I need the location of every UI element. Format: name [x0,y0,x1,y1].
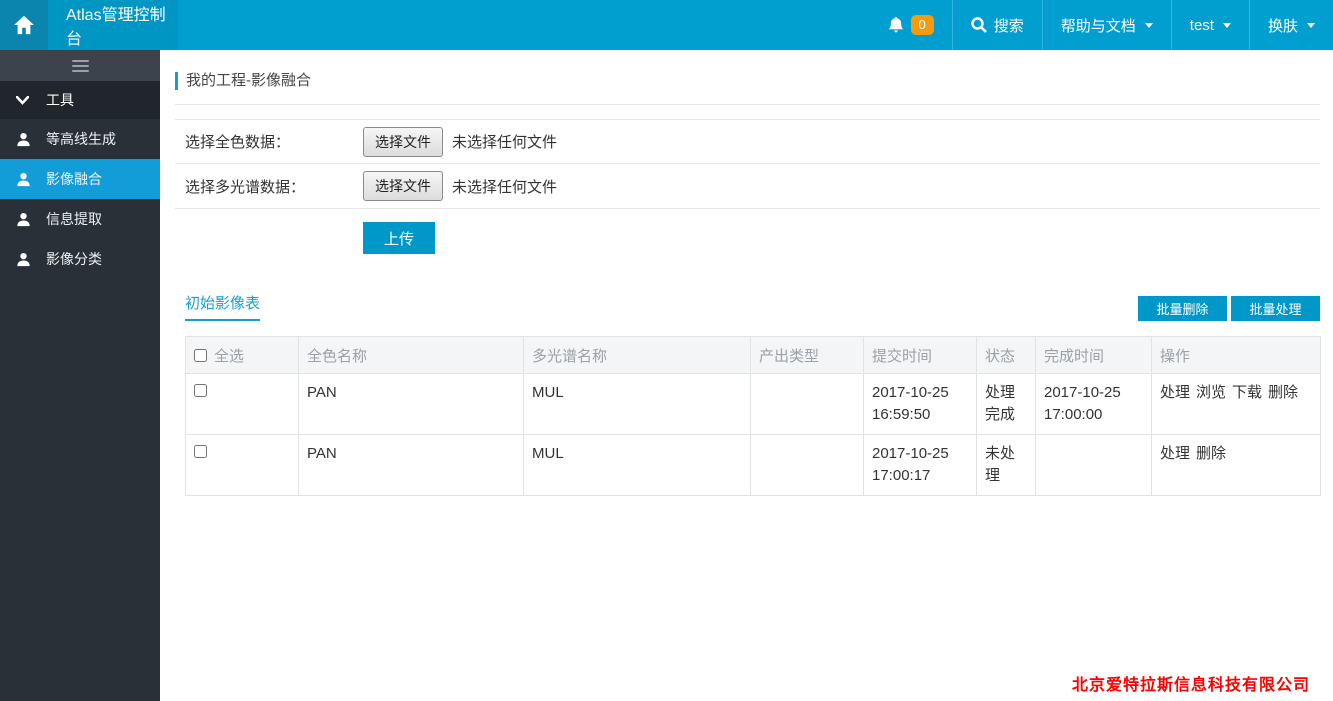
skin-menu-label: 换肤 [1267,17,1298,35]
form-row-pan: 选择全色数据： 选择文件 未选择任何文件 [175,119,1320,164]
batch-delete-button[interactable]: 批量删除 [1138,296,1227,321]
row-action-delete[interactable]: 删除 [1196,445,1227,462]
user-icon [16,252,46,267]
chevron-down-icon [1307,22,1315,28]
sidebar-item-label: 影像融合 [46,171,102,187]
sidebar: 工具 等高线生成 影像融合 信息提取 影像分类 [0,50,160,701]
hamburger-icon [71,59,89,72]
header-finish-time: 完成时间 [1035,336,1152,374]
cell-actions: 处理 浏览 下载 删除 [1151,373,1321,435]
home-icon [13,15,35,35]
header-status: 状态 [976,336,1036,374]
table-row: PAN MUL 2017-10-25 16:59:50 处理完成 2017-10… [185,373,1321,435]
select-all-label: 全选 [214,347,245,365]
table-toolbar: 初始影像表 批量删除 批量处理 [185,292,1320,321]
user-icon [16,172,46,187]
cell-finish-time [1035,434,1152,496]
search-button[interactable]: 搜索 [951,0,1042,50]
cell-actions: 处理 删除 [1151,434,1321,496]
select-all-checkbox[interactable] [194,348,207,362]
image-table: 全选 全色名称 多光谱名称 产出类型 提交时间 状态 完成时间 操作 PAN M… [185,336,1321,496]
cell-submit-time: 2017-10-25 17:00:17 [863,434,977,496]
user-menu[interactable]: test [1170,0,1249,50]
sidebar-toggle-button[interactable] [0,50,160,81]
row-action-delete[interactable]: 删除 [1268,384,1299,401]
mul-file-status: 未选择任何文件 [452,178,558,196]
header-pan-name: 全色名称 [298,336,524,374]
sidebar-section-tools[interactable]: 工具 [0,81,160,119]
row-action-process[interactable]: 处理 [1160,445,1191,462]
mul-file-choose-button[interactable]: 选择文件 [363,171,443,201]
chevron-down-icon [16,95,46,105]
cell-pan-name: PAN [298,434,524,496]
user-icon [16,212,46,227]
header-actions: 操作 [1151,336,1321,374]
header-output-type: 产出类型 [750,336,864,374]
row-checkbox[interactable] [194,445,207,458]
header-mul-name: 多光谱名称 [523,336,751,374]
pan-file-status: 未选择任何文件 [452,134,558,151]
row-action-process[interactable]: 处理 [1160,384,1191,401]
help-docs-label: 帮助与文档 [1060,17,1136,35]
search-label: 搜索 [993,17,1024,35]
form-row-mul: 选择多光谱数据： 选择文件 未选择任何文件 [175,164,1320,209]
chevron-down-icon [1144,22,1153,28]
upload-form: 选择全色数据： 选择文件 未选择任何文件 选择多光谱数据： 选择文件 未选择任何… [175,119,1320,254]
cell-mul-name: MUL [523,434,751,496]
help-docs-menu[interactable]: 帮助与文档 [1041,0,1171,50]
sidebar-menu: 等高线生成 影像融合 信息提取 影像分类 [0,119,160,279]
row-action-browse[interactable]: 浏览 [1196,384,1227,401]
sidebar-item-info-extraction[interactable]: 信息提取 [0,199,160,239]
divider [175,104,1320,105]
sidebar-section-label: 工具 [46,92,74,108]
cell-output-type [750,434,864,496]
bell-icon [888,16,904,34]
search-icon [971,17,987,33]
mul-file-label: 选择多光谱数据： [185,178,306,196]
cell-mul-name: MUL [523,373,751,435]
header-submit-time: 提交时间 [863,336,977,374]
cell-finish-time: 2017-10-25 17:00:00 [1035,373,1152,435]
status-badge: 处理完成 [976,373,1036,435]
company-watermark: 北京爱特拉斯信息科技有限公司 [1071,677,1310,694]
pan-file-label: 选择全色数据： [185,134,291,151]
cell-output-type [750,373,864,435]
sidebar-item-label: 影像分类 [46,251,102,267]
main-content: 我的工程-影像融合 选择全色数据： 选择文件 未选择任何文件 选择多光谱数据： … [160,50,1333,701]
table-header-row: 全选 全色名称 多光谱名称 产出类型 提交时间 状态 完成时间 操作 [185,336,1321,374]
row-checkbox[interactable] [194,384,207,397]
row-action-download[interactable]: 下载 [1232,384,1263,401]
batch-process-button[interactable]: 批量处理 [1231,296,1320,321]
sidebar-item-label: 信息提取 [46,211,102,227]
skin-menu[interactable]: 换肤 [1248,0,1333,50]
initial-image-table-tab[interactable]: 初始影像表 [185,292,261,321]
top-navbar: Atlas管理控制台 0 搜索 帮助与文档 test 换肤 [0,0,1333,50]
cell-submit-time: 2017-10-25 16:59:50 [863,373,977,435]
sidebar-item-label: 等高线生成 [46,131,116,147]
sidebar-item-image-fusion[interactable]: 影像融合 [0,159,160,199]
user-icon [16,132,46,147]
chevron-down-icon [1222,22,1231,28]
upload-button[interactable]: 上传 [363,222,435,254]
app-title[interactable]: Atlas管理控制台 [48,0,178,50]
page-title: 我的工程-影像融合 [175,72,1320,90]
status-badge: 未处理 [976,434,1036,496]
sidebar-item-contour-generation[interactable]: 等高线生成 [0,119,160,159]
table-row: PAN MUL 2017-10-25 17:00:17 未处理 处理 删除 [185,434,1321,496]
notifications-button[interactable]: 0 [870,0,952,50]
navbar-spacer [178,0,870,50]
pan-file-choose-button[interactable]: 选择文件 [363,126,443,157]
sidebar-item-image-classification[interactable]: 影像分类 [0,239,160,279]
cell-pan-name: PAN [298,373,524,435]
notification-count-badge: 0 [910,15,934,35]
user-menu-label: test [1189,16,1214,34]
home-button[interactable] [0,0,48,50]
